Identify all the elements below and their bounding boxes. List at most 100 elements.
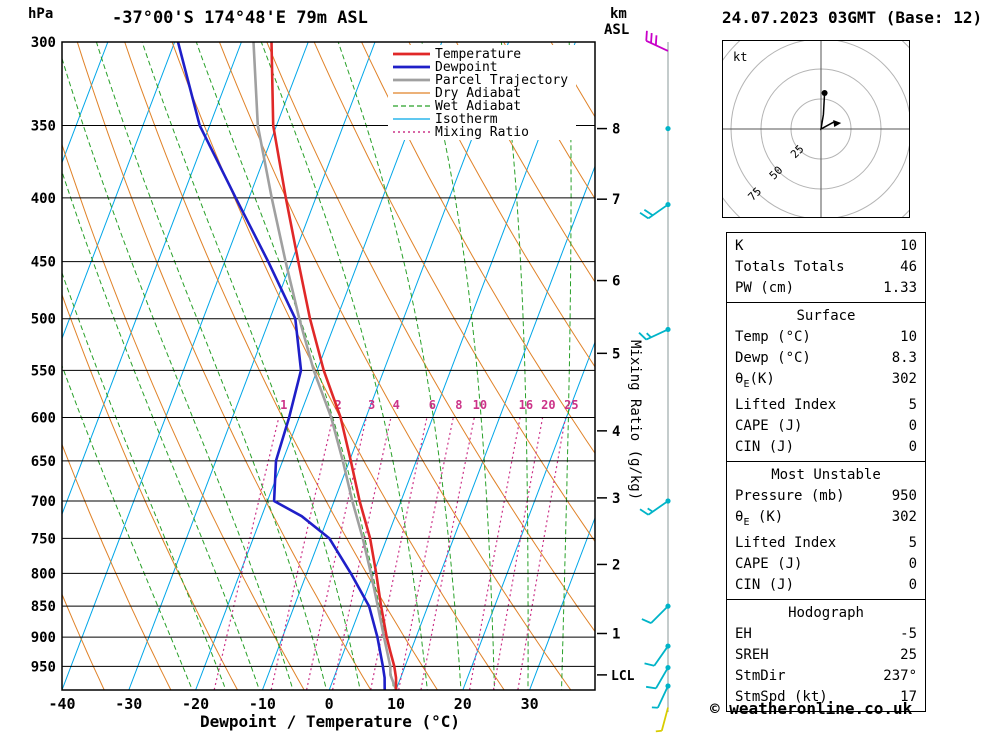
isotherm-line	[62, 42, 242, 516]
lcl-label: LCL	[611, 669, 635, 684]
hodograph-trace	[820, 92, 835, 131]
dry-adiabat-line	[361, 42, 595, 455]
pressure-tick-label: 450	[31, 255, 56, 271]
legend-label: Isotherm	[435, 112, 498, 127]
pressure-tick-label: 750	[31, 531, 56, 547]
theta-subscript: E	[743, 516, 750, 528]
pressure-tick-label: 500	[31, 312, 56, 328]
stat-label: StmDir	[735, 667, 786, 684]
wet-adiabat-line	[594, 679, 595, 690]
mixing-ratio-line	[469, 417, 521, 690]
temp-tick-label: 30	[521, 695, 539, 713]
pressure-tick-label: 800	[31, 566, 56, 582]
isotherm-line	[529, 516, 595, 690]
dry-adiabat-line	[124, 42, 439, 690]
pressure-axis-unit: hPa	[28, 6, 53, 22]
wind-barb	[639, 500, 669, 516]
stats-section-indices: K 10 Totals Totals 46 PW (cm) 1.33	[726, 232, 926, 303]
isotherm-line	[395, 164, 595, 690]
stat-label: K	[735, 238, 744, 254]
stats-section-title: Surface	[796, 308, 856, 324]
stat-value: 5	[908, 396, 917, 413]
stat-value: 0	[908, 576, 917, 593]
stat-value: -5	[900, 625, 917, 642]
stat-row: Totals Totals 46	[735, 257, 917, 278]
km-tick-label: 2	[612, 557, 620, 573]
dry-adiabat-line	[218, 42, 572, 690]
mixing-ratio-line	[492, 417, 544, 690]
dry-adiabat-line	[171, 42, 505, 690]
plot-border	[61, 41, 596, 691]
stat-label: Dewp (°C)	[735, 350, 811, 366]
stat-row: StmDir 237°	[735, 666, 917, 687]
legend-label: Dry Adiabat	[435, 86, 521, 101]
temp-tick-label: 0	[325, 695, 334, 713]
stats-section-title: Most Unstable	[771, 466, 881, 483]
dry-adiabat-line	[408, 42, 595, 368]
stat-value: 0	[908, 438, 917, 455]
wind-barb	[641, 605, 669, 624]
dry-adiabat-line	[62, 593, 105, 690]
dry-adiabat-line	[313, 42, 595, 543]
pressure-tick-label: 400	[31, 191, 56, 207]
stat-row: Temp (°C) 10	[735, 327, 917, 348]
mixing-ratio-line	[370, 417, 428, 690]
stat-value: 0	[908, 417, 917, 434]
stat-value: 237°	[883, 667, 917, 684]
stats-section-title: Hodograph	[788, 604, 864, 621]
mixing-ratio-line	[517, 417, 567, 690]
stat-value: 302	[891, 508, 917, 525]
stat-label: CIN (J)	[735, 576, 795, 593]
isotherm-line	[128, 42, 376, 690]
stat-label: θE (K)	[735, 508, 784, 528]
stat-label: CAPE (J)	[735, 555, 803, 572]
km-axis-unit: km	[610, 6, 627, 22]
km-tick-label: 6	[612, 274, 620, 290]
parcel-trajectory-line	[252, 42, 398, 690]
mixing-ratio-label: 6	[429, 398, 436, 412]
mixing-ratio-label: 4	[393, 398, 400, 412]
legend-label: Dewpoint	[435, 60, 498, 75]
km-tick-label: 5	[612, 346, 620, 362]
stats-panel: K 10 Totals Totals 46 PW (cm) 1.33 Surface Temp…	[726, 232, 926, 712]
dry-adiabat-line	[266, 42, 595, 633]
mixing-ratio-line	[270, 417, 334, 690]
stat-row: StmSpd (kt) 17	[735, 687, 917, 708]
stat-value: 8.3	[891, 350, 917, 366]
stat-label: CIN (J)	[735, 438, 795, 455]
km-tick-label: 8	[612, 122, 620, 138]
stat-label: Pressure (mb)	[735, 487, 845, 504]
pressure-tick-label: 550	[31, 363, 56, 379]
hodograph-ring-label: 50	[767, 164, 786, 183]
x-axis-title: Dewpoint / Temperature (°C)	[200, 712, 460, 731]
stat-value: 1.33	[883, 280, 917, 296]
legend-label: Mixing Ratio	[435, 125, 529, 140]
stat-value: 10	[900, 238, 917, 254]
stat-value: 0	[908, 555, 917, 572]
dry-adiabat-line	[62, 143, 305, 690]
km-tick-label: 1	[612, 626, 620, 642]
mixing-ratio-line	[306, 417, 367, 690]
stat-row: PW (cm) 1.33	[735, 278, 917, 299]
site-credit: © weatheronline.co.uk	[710, 699, 913, 718]
wet-adiabat-line	[95, 42, 328, 690]
stat-row: CAPE (J) 0	[735, 416, 917, 437]
stat-label: Lifted Index	[735, 396, 837, 413]
dry-adiabat-line	[62, 293, 239, 690]
pressure-tick-label: 850	[31, 599, 56, 615]
stat-row: CAPE (J) 0	[735, 554, 917, 575]
dry-adiabat-line	[76, 42, 372, 690]
pressure-tick-label: 650	[31, 454, 56, 470]
stat-label: SREH	[735, 646, 769, 663]
stat-row: K 10	[735, 236, 917, 257]
isotherm-line	[195, 42, 443, 690]
legend-label: Parcel Trajectory	[435, 73, 568, 88]
hodograph-panel: kt 25 50 75	[700, 8, 942, 250]
mixing-ratio-label: 3	[368, 398, 375, 412]
mixing-ratio-label: 8	[455, 398, 462, 412]
stat-label: Lifted Index	[735, 534, 837, 551]
station-title: -37°00'S 174°48'E 79m ASL	[112, 8, 368, 28]
mixing-ratio-label: 20	[541, 398, 555, 412]
datetime-title: 24.07.2023 03GMT (Base: 12)	[722, 8, 983, 27]
